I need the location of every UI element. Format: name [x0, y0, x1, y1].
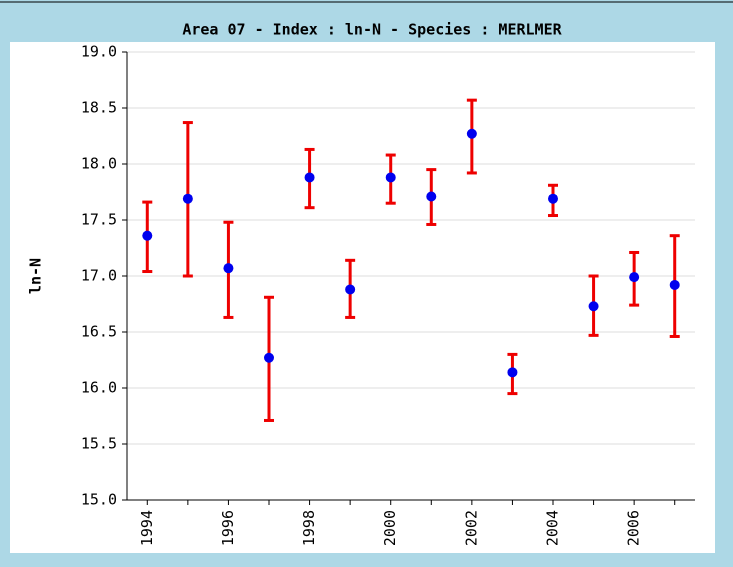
point [385, 172, 396, 183]
point [142, 230, 153, 241]
plot-background [10, 42, 715, 553]
point [223, 263, 234, 274]
y-axis-label: ln-N [27, 258, 45, 294]
y-tick-label: 17.0 [81, 267, 117, 285]
y-tick-label: 15.0 [81, 491, 117, 509]
y-tick-label: 16.0 [81, 379, 117, 397]
y-tick-label: 18.5 [81, 99, 117, 117]
chart-title: Area 07 - Index : ln-N - Species : MERLM… [182, 21, 562, 39]
point [345, 284, 356, 295]
point [182, 193, 193, 204]
point [588, 301, 599, 312]
y-tick-label: 15.5 [81, 435, 117, 453]
point [304, 172, 315, 183]
point [548, 193, 558, 204]
x-tick-label: 2000 [381, 510, 399, 546]
point [426, 191, 437, 202]
x-tick-label: 2002 [462, 510, 480, 546]
x-tick-label: 2006 [625, 510, 643, 546]
point [466, 128, 477, 139]
point [669, 279, 680, 290]
y-tick-label: 16.5 [81, 323, 117, 341]
x-tick-label: 1996 [219, 510, 237, 546]
point [629, 272, 640, 283]
x-tick-label: 2004 [544, 510, 562, 546]
y-tick-label: 18.0 [81, 155, 117, 173]
y-tick-label: 17.5 [81, 211, 117, 229]
point [507, 367, 518, 378]
x-tick-label: 1994 [138, 510, 156, 546]
point [264, 352, 274, 363]
x-tick-label: 1998 [300, 510, 318, 546]
y-tick-label: 19.0 [81, 43, 117, 61]
